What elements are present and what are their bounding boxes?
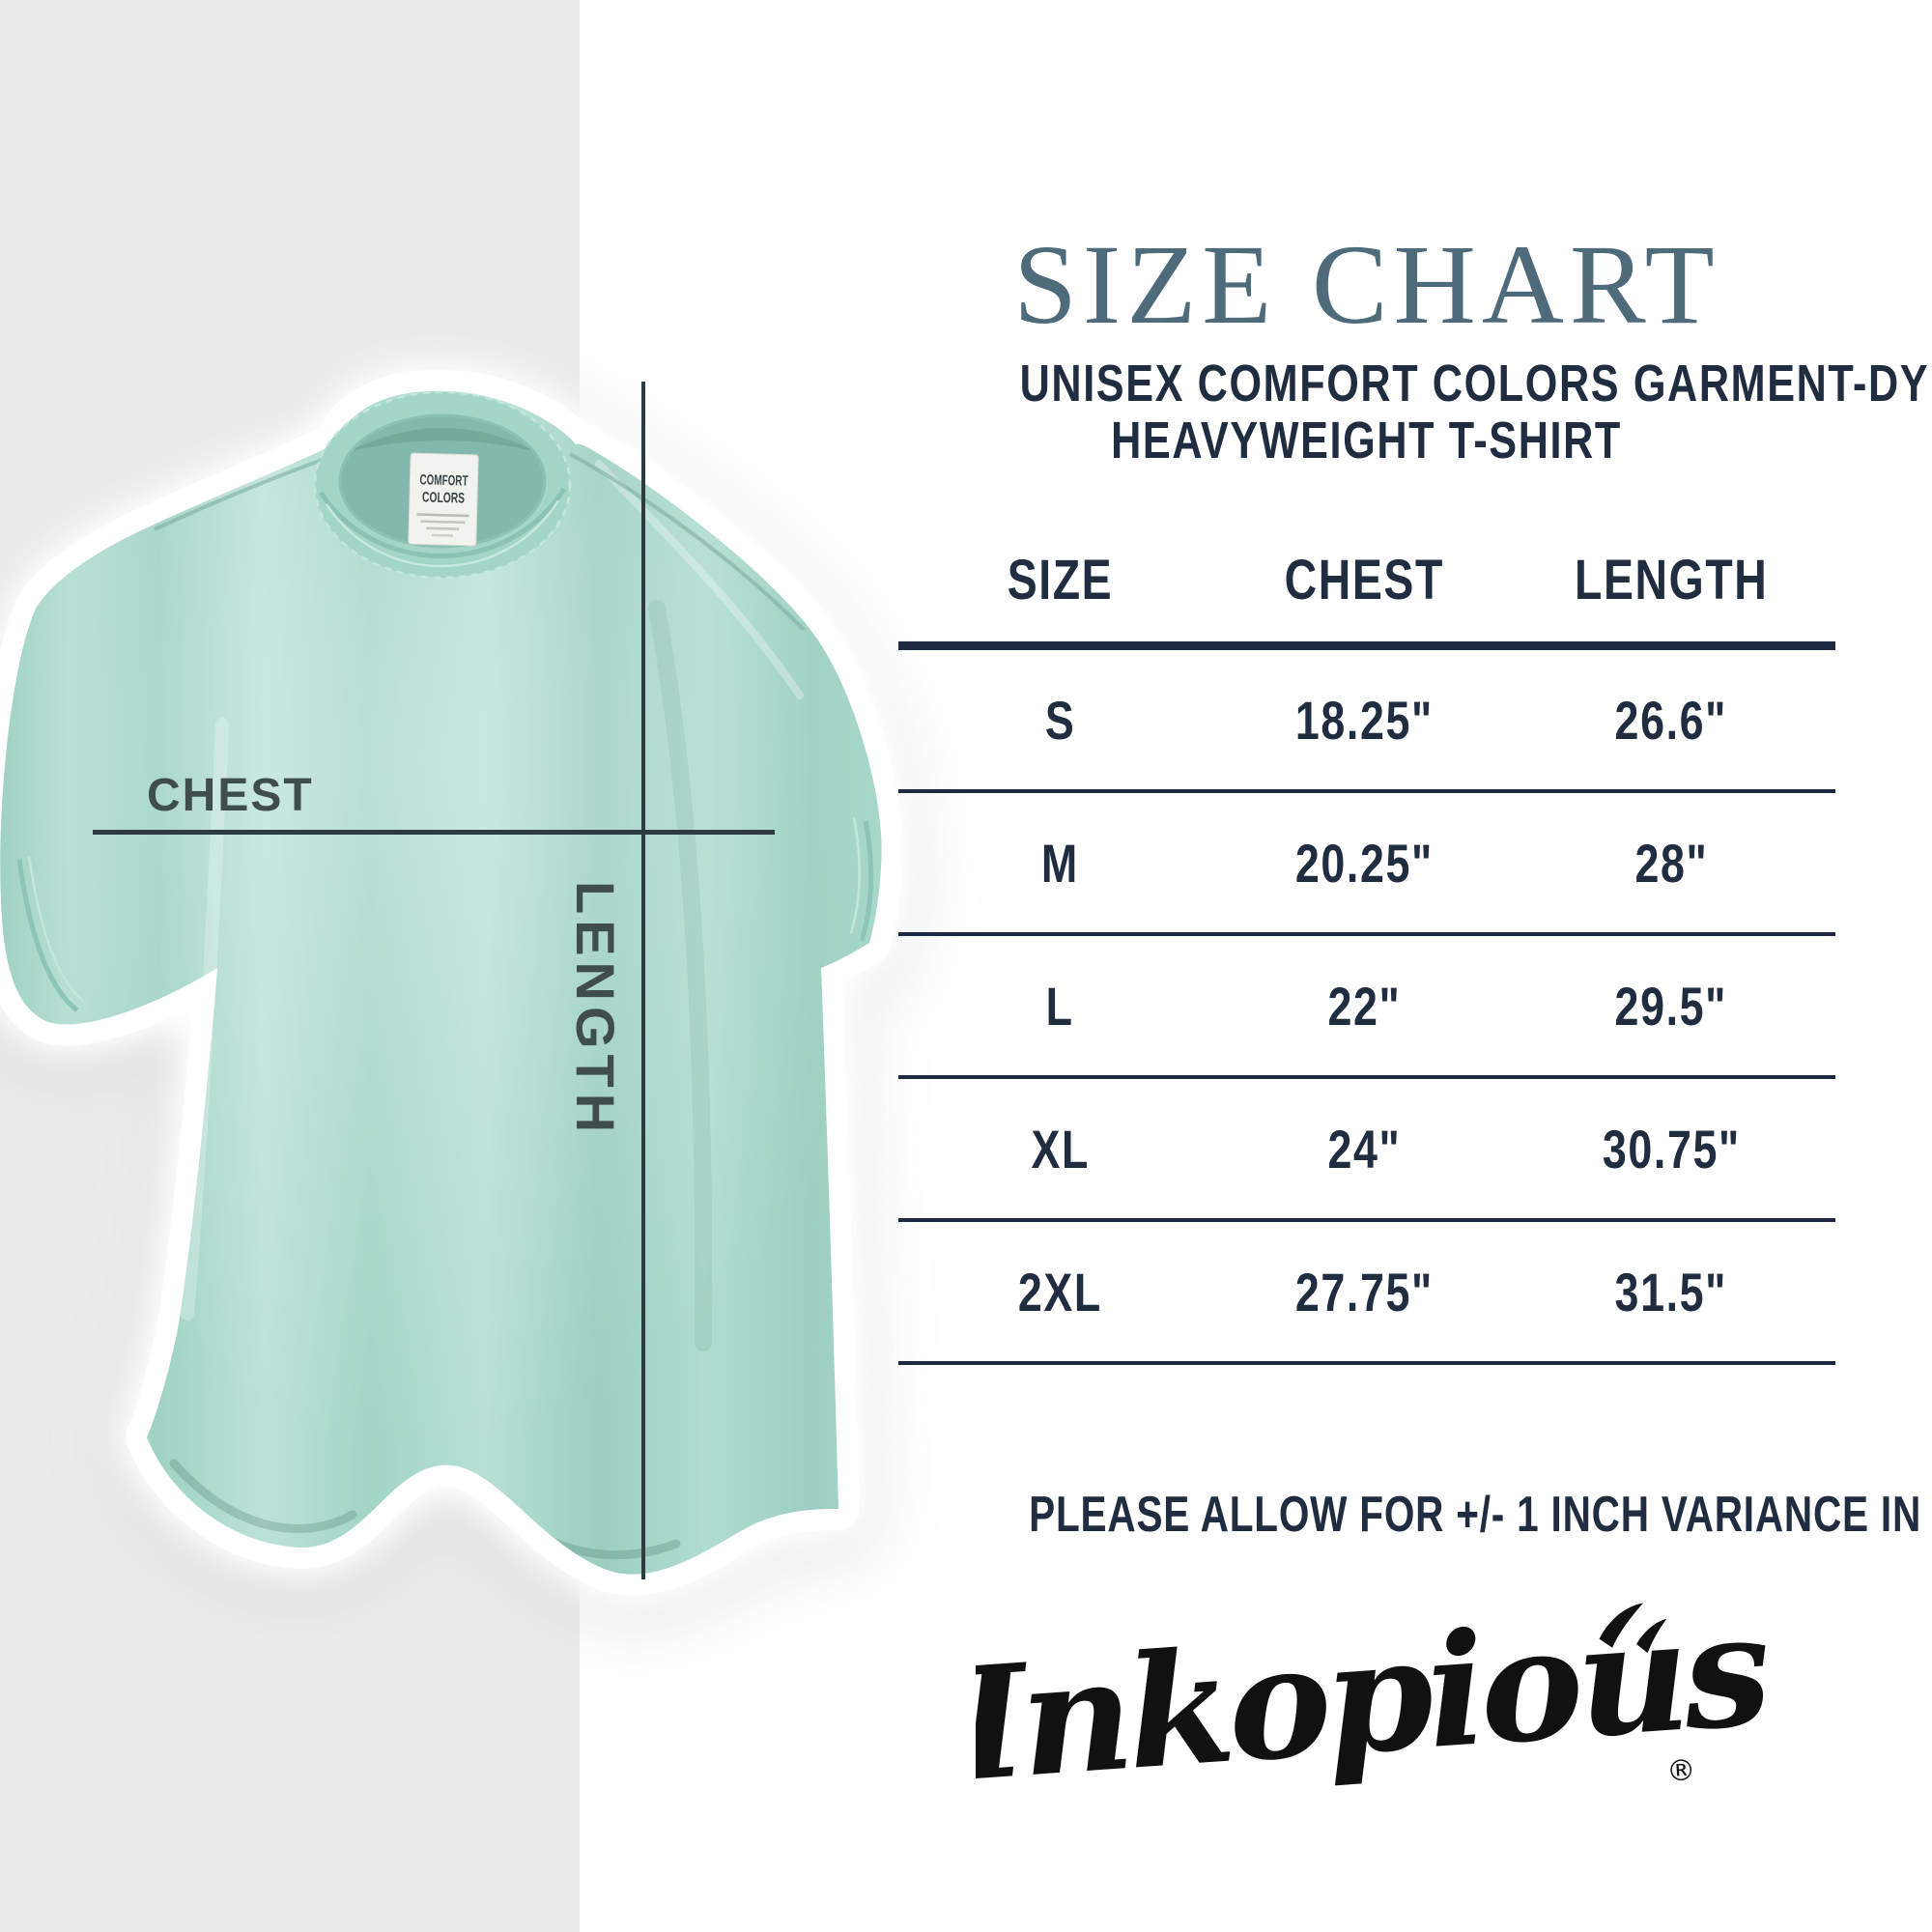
cell-chest: 24" <box>1327 1118 1402 1179</box>
variance-note: PLEASE ALLOW FOR +/- 1 INCH VARIANCE IN … <box>1029 1487 1932 1543</box>
size-chart-header-row: SIZE CHEST LENGTH <box>898 541 1835 618</box>
table-row: 2XL 27.75" 31.5" <box>898 1222 1835 1365</box>
tag-brand-line2: COLORS <box>422 489 465 506</box>
cell-size: 2XL <box>1018 1261 1102 1322</box>
column-header-chest: CHEST <box>1284 548 1445 611</box>
brush-flourish-icon <box>1599 1603 1644 1648</box>
tshirt-photo: COMFORT COLORS <box>0 319 908 1604</box>
cell-size: M <box>1041 832 1079 894</box>
page-subtitle: UNISEX COMFORT COLORS GARMENT-DYED HEAVY… <box>898 355 1932 469</box>
column-header-size: SIZE <box>1007 548 1114 611</box>
cell-length: 28" <box>1634 832 1708 894</box>
length-measure-line <box>641 382 645 1579</box>
tshirt-body <box>0 369 903 1596</box>
tshirt-illustration: COMFORT COLORS <box>0 369 903 1596</box>
cell-size: XL <box>1031 1118 1090 1179</box>
cell-chest: 22" <box>1327 975 1402 1037</box>
brand-logo: Inkopious ® <box>944 1573 1787 1862</box>
tag-brand-line1: COMFORT <box>419 471 468 489</box>
cell-size: L <box>1046 975 1074 1037</box>
table-row: L 22" 29.5" <box>898 936 1835 1079</box>
table-row: XL 24" 30.75" <box>898 1079 1835 1222</box>
sleeve-seams <box>16 816 874 1012</box>
neck-tag: COMFORT COLORS <box>408 452 479 547</box>
table-row: M 20.25" 28" <box>898 793 1835 936</box>
length-measure-label: LENGTH <box>565 881 626 1139</box>
subtitle-line2: HEAVYWEIGHT T-SHIRT <box>1111 412 1623 469</box>
brush-flourish-icon <box>1635 1618 1667 1654</box>
registered-trademark-icon: ® <box>1665 1753 1696 1789</box>
column-header-length: LENGTH <box>1574 548 1769 611</box>
page-title: SIZE CHART <box>1013 221 1720 348</box>
table-row: S 18.25" 26.6" <box>898 650 1835 793</box>
cell-size: S <box>1044 689 1076 751</box>
brand-logo-text: Inkopious <box>976 1578 1774 1817</box>
subtitle-line1: UNISEX COMFORT COLORS GARMENT-DYED <box>1019 355 1932 412</box>
cell-length: 29.5" <box>1614 975 1728 1037</box>
shoulder-seams <box>154 452 806 632</box>
cell-length: 31.5" <box>1614 1261 1728 1322</box>
cell-chest: 27.75" <box>1295 1261 1434 1322</box>
brand-logo-script: Inkopious ® <box>944 1578 1774 1817</box>
cell-length: 26.6" <box>1614 689 1728 751</box>
size-chart-table: SIZE CHEST LENGTH S 18.25" 26.6" M 20.25… <box>898 541 1835 1365</box>
chest-measure-line <box>93 830 775 835</box>
chest-measure-label: CHEST <box>147 770 314 821</box>
table-header-rule <box>898 641 1835 650</box>
cell-length: 30.75" <box>1602 1118 1741 1179</box>
table-body: S 18.25" 26.6" M 20.25" 28" L 22" 29.5" … <box>898 650 1835 1365</box>
cell-chest: 20.25" <box>1295 832 1434 894</box>
cell-chest: 18.25" <box>1295 689 1434 751</box>
